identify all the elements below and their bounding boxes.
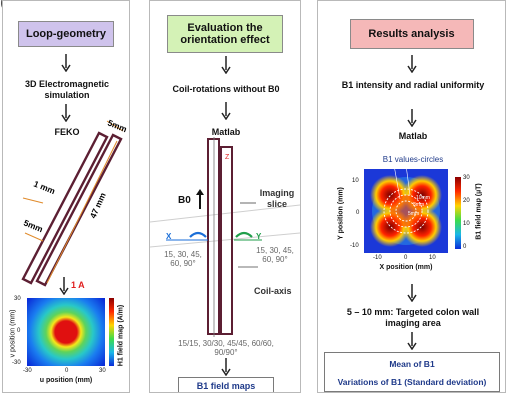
b0-label: B0 [178,195,191,206]
b1-cbar-tick: 10 [463,221,470,227]
b1-xtick: 0 [404,255,408,261]
arrow-down-icon [221,358,231,376]
b1-ytick: 0 [356,210,360,216]
b1-xtick: -10 [373,255,382,261]
h1-field-map-image [27,298,105,366]
panel1-header: Loop-geometry [18,21,114,47]
arrow-down-icon [61,104,71,122]
result-mean: Mean of B1 [389,359,435,369]
panel-results-analysis: Results analysis B1 intensity and radial… [317,0,506,393]
results-box: Mean of B1 Variations of B1 (Standard de… [324,352,500,392]
b1-cbar-tick: 20 [463,198,470,204]
coil-geometry-diagram: 5mm 1 mm 5mm 47 mm [21,118,129,287]
current-label: 1 A [71,280,85,290]
arrow-down-icon [407,284,417,302]
dim-left-label: 5mm [22,218,45,235]
circle-label: 5mm [408,211,419,217]
h1-colorbar [109,298,114,366]
h1-xtick: 0 [65,368,69,374]
panel1-step2: FEKO [54,127,80,137]
b1-field-maps-box: B1 field maps [178,377,274,392]
h1-xlabel: u position (mm) [39,377,93,384]
arrow-down-icon [407,109,417,127]
h1-cbar-label: H1 field map (A/m) [117,304,125,367]
arrow-down-icon [407,332,417,350]
panel1-step1: 3D Electromagnetic simulation [24,79,110,100]
h1-xtick: -30 [23,368,32,374]
b1-cbar-tick: 30 [463,175,470,181]
dim-mid-label: 1 mm [32,179,57,197]
b1-colorbar [455,177,461,249]
b1-xtick: 10 [429,255,436,261]
b1-ytick: 10 [352,178,359,184]
b0-arrow-icon [196,189,204,209]
panel-loop-geometry: Loop-geometry 3D Electromagnetic simulat… [2,0,130,393]
circle-label: 10mm [416,195,430,201]
b1-map-title: B1 values-circles [382,155,444,164]
panel2-step2: Matlab [211,127,241,137]
angles-right: 15, 30, 45, 60, 90° [256,246,294,264]
panel-orientation-effect: Evaluation the orientation effect Coil-r… [149,0,301,393]
current-arrow-icon [59,277,69,295]
z-axis-label: Z [225,154,230,161]
arrow-down-icon [221,56,231,74]
imaging-slice-label: Imaging slice [259,188,295,209]
h1-ytick: 0 [17,328,21,334]
b1-xlabel: X position (mm) [379,264,433,271]
arrow-down-icon [221,102,231,120]
coil-rotation-diagram: Z [150,137,300,337]
angles-left: 15, 30, 45, 60, 90° [164,250,202,268]
x-axis-label: X [166,232,172,241]
h1-ytick: 30 [14,296,21,302]
b1-ytick: -10 [350,243,359,249]
panel3-step1: B1 intensity and radial uniformity [341,80,485,90]
panel3-header: Results analysis [349,19,474,49]
b1-cbar-label: B1 field map (µT) [475,183,483,240]
panel2-step1: Coil-rotations without B0 [172,84,280,94]
y-axis-label: Y [256,232,262,241]
panel3-step2: Matlab [398,131,428,141]
panel2-header: Evaluation the orientation effect [167,15,283,53]
arrow-down-icon [61,54,71,72]
b1-ylabel: Y position (mm) [337,187,345,240]
result-variation: Variations of B1 (Standard deviation) [337,377,487,387]
h1-ytick: -30 [12,360,21,366]
h1-xtick: 30 [99,368,106,374]
arrow-down-icon [407,55,417,73]
b1-field-map-image: 10mm 8mm 5mm [364,169,448,253]
rotation-combos: 15/15, 30/30, 45/45, 60/60, 90/90° [178,339,274,357]
dim-top-label: 5mm [106,118,129,135]
coil-axis-label: Coil-axis [254,286,292,296]
panel3-step3: 5 – 10 mm: Targeted colon wall imaging a… [346,307,480,328]
circle-label: 8mm [413,202,424,208]
b1-cbar-tick: 0 [463,244,467,250]
